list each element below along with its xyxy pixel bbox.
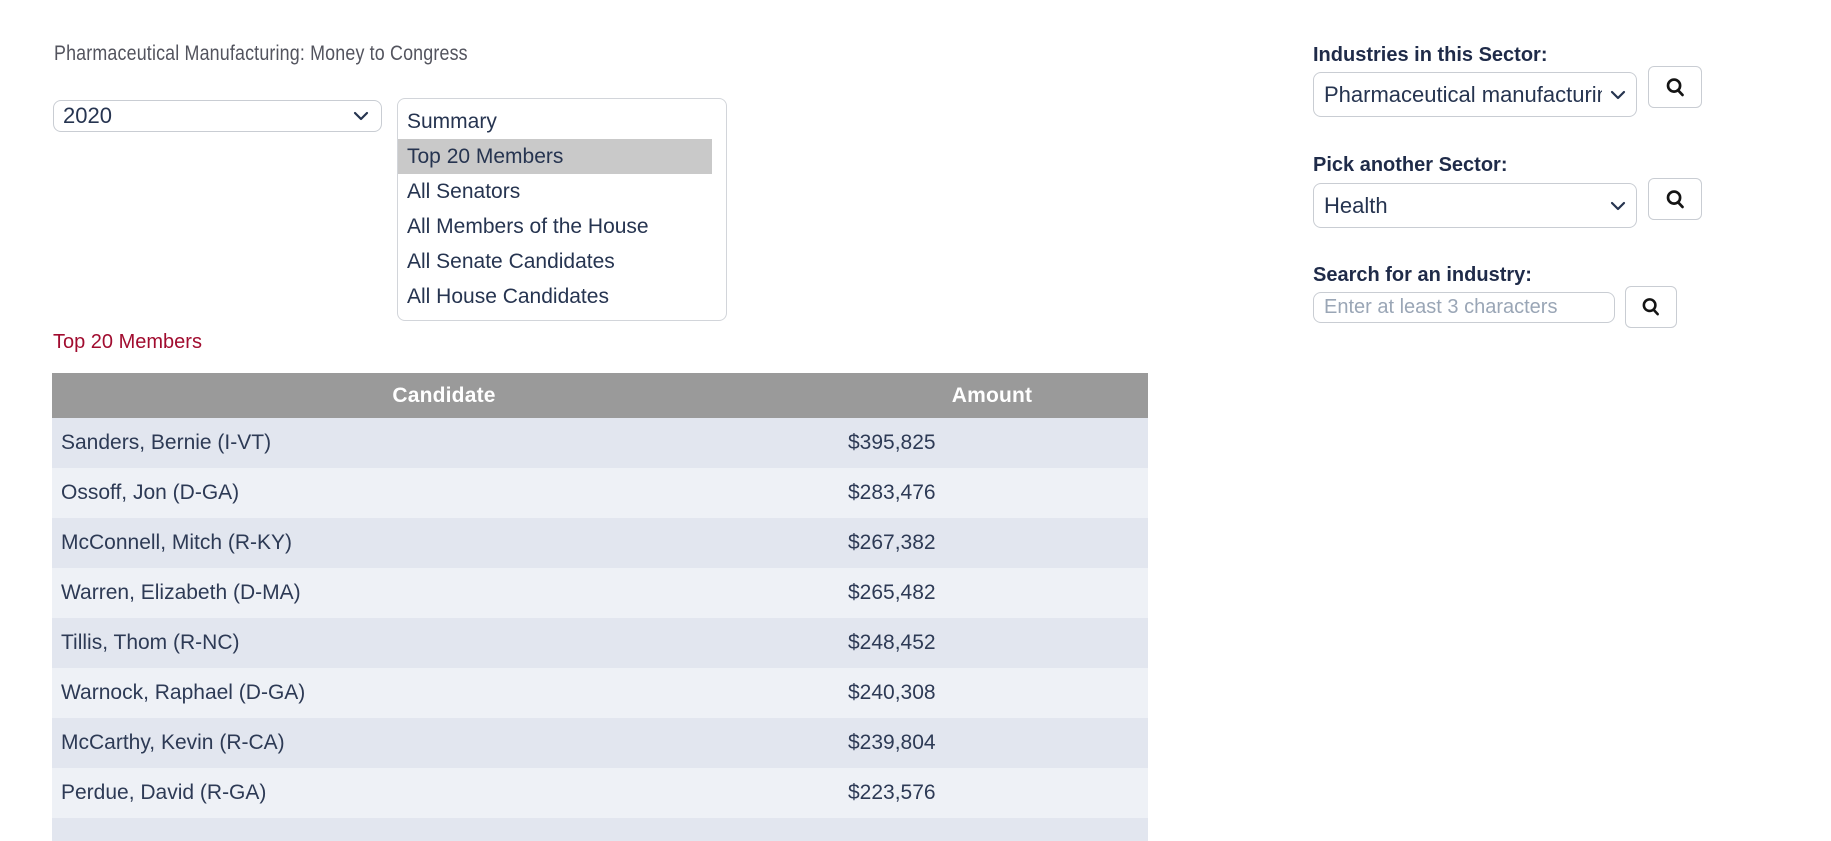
- listbox-option-all-members-of-the-house[interactable]: All Members of the House: [407, 215, 649, 238]
- sector-select[interactable]: Health: [1313, 183, 1637, 228]
- sector-select-value: Health: [1324, 192, 1388, 218]
- industries-search-button[interactable]: [1648, 66, 1702, 108]
- page-title: Pharmaceutical Manufacturing: Money to C…: [54, 42, 468, 65]
- amount-cell: $395,825: [848, 431, 936, 454]
- chevron-down-icon: [353, 111, 369, 121]
- amount-cell: $223,576: [848, 781, 936, 804]
- candidate-cell: Warren, Elizabeth (D-MA): [61, 581, 301, 604]
- money-table: Candidate Amount Sanders, Bernie (I-VT) …: [52, 373, 1148, 841]
- candidate-cell: Sanders, Bernie (I-VT): [61, 431, 272, 454]
- candidate-cell: McConnell, Mitch (R-KY): [61, 531, 293, 554]
- amount-cell: $267,382: [848, 531, 936, 554]
- amount-cell: $239,804: [848, 731, 936, 754]
- listbox-option-summary[interactable]: Summary: [407, 110, 497, 133]
- table-row-partial: [52, 818, 1148, 841]
- year-select-value: 2020: [63, 103, 112, 128]
- industries-in-sector-label: Industries in this Sector:: [1313, 44, 1548, 66]
- search-icon: [1666, 189, 1684, 208]
- search-for-industry-label: Search for an industry:: [1313, 264, 1532, 286]
- view-listbox[interactable]: Summary Top 20 Members All Senators All …: [397, 98, 727, 321]
- search-icon: [1666, 77, 1684, 96]
- listbox-option-top-20-members[interactable]: Top 20 Members: [398, 139, 712, 174]
- section-heading: Top 20 Members: [53, 331, 202, 353]
- table-row: Warren, Elizabeth (D-MA) $265,482: [52, 568, 1148, 618]
- table-row: McCarthy, Kevin (R-CA) $239,804: [52, 718, 1148, 768]
- table-row: Sanders, Bernie (I-VT) $395,825: [52, 418, 1148, 468]
- table-row: Warnock, Raphael (D-GA) $240,308: [52, 668, 1148, 718]
- listbox-option-all-senators[interactable]: All Senators: [407, 180, 521, 203]
- amount-cell: $265,482: [848, 581, 936, 604]
- amount-cell: $240,308: [848, 681, 936, 704]
- candidate-cell: McCarthy, Kevin (R-CA): [61, 731, 285, 754]
- industry-search-input[interactable]: [1313, 292, 1615, 323]
- listbox-option-all-senate-candidates[interactable]: All Senate Candidates: [407, 250, 615, 273]
- industry-search-button[interactable]: [1625, 286, 1677, 328]
- column-header-amount: Amount: [951, 383, 1033, 407]
- table-row: McConnell, Mitch (R-KY) $267,382: [52, 518, 1148, 568]
- column-header-candidate: Candidate: [392, 383, 496, 407]
- candidate-cell: Ossoff, Jon (D-GA): [61, 481, 240, 504]
- candidate-cell: Tillis, Thom (R-NC): [61, 631, 240, 654]
- amount-cell: $248,452: [848, 631, 936, 654]
- listbox-option-all-house-candidates[interactable]: All House Candidates: [407, 285, 609, 308]
- search-icon: [1642, 298, 1659, 316]
- candidate-cell: Perdue, David (R-GA): [61, 781, 267, 804]
- pick-another-sector-label: Pick another Sector:: [1313, 154, 1508, 176]
- table-header-row: Candidate Amount: [52, 373, 1148, 418]
- table-row: Perdue, David (R-GA) $223,576: [52, 768, 1148, 818]
- chevron-down-icon: [1610, 201, 1626, 210]
- industries-select-value: Pharmaceutical manufacturing: [1324, 81, 1602, 107]
- year-select[interactable]: 2020: [53, 100, 382, 132]
- candidate-cell: Warnock, Raphael (D-GA): [61, 681, 306, 704]
- sector-search-button[interactable]: [1648, 178, 1702, 220]
- table-row: Tillis, Thom (R-NC) $248,452: [52, 618, 1148, 668]
- chevron-down-icon: [1610, 90, 1626, 99]
- table-row: Ossoff, Jon (D-GA) $283,476: [52, 468, 1148, 518]
- industries-select[interactable]: Pharmaceutical manufacturing: [1313, 72, 1637, 117]
- amount-cell: $283,476: [848, 481, 936, 504]
